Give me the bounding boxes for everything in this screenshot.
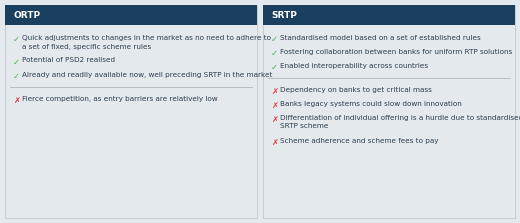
Text: ✗: ✗ xyxy=(13,95,20,105)
Bar xyxy=(5,5,257,218)
Text: ✓: ✓ xyxy=(13,35,20,44)
Text: Dependency on banks to get critical mass: Dependency on banks to get critical mass xyxy=(280,87,432,93)
Bar xyxy=(263,5,515,25)
Text: Standardised model based on a set of established rules: Standardised model based on a set of est… xyxy=(280,35,481,41)
Text: Banks legacy systems could slow down innovation: Banks legacy systems could slow down inn… xyxy=(280,101,462,107)
Text: ✓: ✓ xyxy=(271,35,278,44)
Text: SRTP: SRTP xyxy=(271,10,297,19)
Text: Quick adjustments to changes in the market as no need to adhere to: Quick adjustments to changes in the mark… xyxy=(22,35,271,41)
Text: SRTP scheme: SRTP scheme xyxy=(280,124,328,130)
Text: ✗: ✗ xyxy=(271,87,278,96)
Text: Differentiation of individual offering is a hurdle due to standardised: Differentiation of individual offering i… xyxy=(280,115,520,121)
Text: a set of fixed, specific scheme rules: a set of fixed, specific scheme rules xyxy=(22,43,151,50)
Text: Fierce competition, as entry barriers are relatively low: Fierce competition, as entry barriers ar… xyxy=(22,95,218,101)
Text: ORTP: ORTP xyxy=(13,10,40,19)
Text: Enabled interoperability across countries: Enabled interoperability across countrie… xyxy=(280,63,428,69)
Bar xyxy=(263,5,515,218)
Text: ✗: ✗ xyxy=(271,138,278,147)
Bar xyxy=(5,5,257,25)
Text: ✗: ✗ xyxy=(271,115,278,124)
Text: ✗: ✗ xyxy=(271,101,278,110)
Text: ✓: ✓ xyxy=(271,49,278,58)
Text: ✓: ✓ xyxy=(271,63,278,72)
Text: ✓: ✓ xyxy=(13,58,20,66)
Text: Fostering collaboration between banks for uniform RTP solutions: Fostering collaboration between banks fo… xyxy=(280,49,512,55)
Text: Scheme adherence and scheme fees to pay: Scheme adherence and scheme fees to pay xyxy=(280,138,438,143)
Text: ✓: ✓ xyxy=(13,72,20,81)
Text: Potential of PSD2 realised: Potential of PSD2 realised xyxy=(22,58,115,64)
Text: Already and readily available now, well preceding SRTP in the market: Already and readily available now, well … xyxy=(22,72,272,78)
